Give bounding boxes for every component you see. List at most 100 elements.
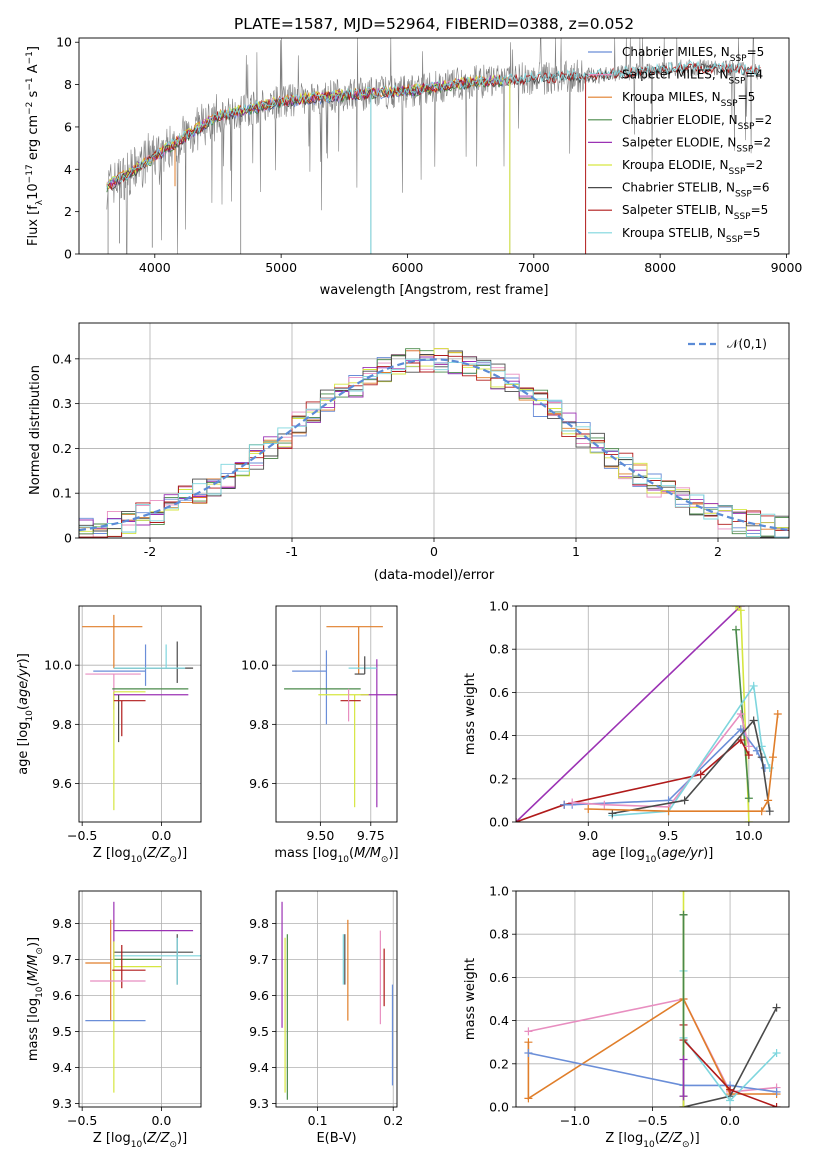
weight-marker xyxy=(696,770,705,779)
legend-entry: Kroupa MILES, NSSP=5 xyxy=(622,90,755,109)
weights_vs_age-ytick-label: 0.2 xyxy=(489,771,509,786)
spectrum-xtick-label: 7000 xyxy=(518,260,550,275)
spectrum-plot-area xyxy=(106,38,762,254)
weights_vs_age-plot-area xyxy=(516,606,782,822)
weight-marker xyxy=(608,809,617,818)
mass_vs_ebv-plot-area xyxy=(281,901,394,1100)
legend-entry: Kroupa ELODIE, NSSP=2 xyxy=(622,158,763,177)
weight-marker xyxy=(524,1094,533,1103)
weight-marker xyxy=(772,1103,781,1107)
legend-entry: Salpeter MILES, NSSP=4 xyxy=(622,68,763,87)
legend-entry: Chabrier MILES, NSSP=5 xyxy=(622,45,764,64)
weights_vs_age-ytick-label: 1.0 xyxy=(489,599,509,614)
spectrum-ytick-label: 8 xyxy=(64,77,72,92)
mass_vs_Z-ylabel: mass [log10(M/M⊙)] xyxy=(26,937,45,1061)
weights_vs_age-ytick-label: 0.4 xyxy=(489,728,509,743)
weight-marker xyxy=(732,625,741,634)
weights_vs_Z-axes: −1.0 −0.5 0.0 0.0 0.2 0.4 0.6 0.8 1.0 Z [log10(Z/… xyxy=(463,884,790,1150)
weights_vs_Z-ytick-label: 1.0 xyxy=(489,884,509,899)
residuals-xtick-label: 1 xyxy=(572,544,580,559)
mass_vs_ebv-ytick-label: 9.3 xyxy=(249,1096,269,1111)
spectrum-xtick-label: 4000 xyxy=(139,260,171,275)
spectrum-xtick-label: 8000 xyxy=(644,260,676,275)
age_vs_mass-frame xyxy=(275,605,398,823)
weights_vs_Z-plot-area xyxy=(524,891,781,1107)
weight-marker xyxy=(736,710,745,718)
weights_vs_Z-frame xyxy=(515,890,790,1108)
age_vs_Z-xtick-label: −0.5 xyxy=(67,828,97,843)
mass_vs_ebv-axes: 0.1 0.2 9.3 9.4 9.5 9.6 9.7 9.8 E(B-V) xyxy=(249,890,403,1146)
mass_vs_Z-xlabel: Z [log10(Z/Z⊙)] xyxy=(93,1131,187,1150)
residuals-ytick-label: 0 xyxy=(64,531,72,546)
weights_vs_Z-ytick-label: 0.4 xyxy=(489,1013,509,1028)
weight-marker xyxy=(736,735,745,744)
mass_vs_Z-ytick-label: 9.8 xyxy=(52,916,72,931)
weight-marker xyxy=(524,1027,533,1036)
weight-marker xyxy=(736,725,745,734)
mass_vs_Z-xtick-label: 0.0 xyxy=(151,1113,171,1128)
weight-series-line xyxy=(588,713,779,812)
residuals-ytick-label: 0.4 xyxy=(52,351,72,366)
weights_vs_age-xtick-label: 9.0 xyxy=(578,828,598,843)
figure-title: PLATE=1587, MJD=52964, FIBERID=0388, z=0… xyxy=(234,15,634,33)
mass_vs_ebv-ytick-label: 9.8 xyxy=(249,916,269,931)
residuals-frame xyxy=(78,322,790,539)
weight-series-line xyxy=(528,1052,777,1093)
spectrum-xtick-label: 9000 xyxy=(771,260,803,275)
spectrum-frame xyxy=(78,37,790,255)
weight-series-line xyxy=(516,606,742,822)
weight-marker xyxy=(679,1055,688,1064)
weight-marker xyxy=(679,1103,688,1107)
weights_vs_Z-xtick-label: 0.0 xyxy=(720,1113,740,1128)
weight-marker xyxy=(732,606,741,610)
model-spectrum xyxy=(106,63,761,190)
weights_vs_Z-ylabel: mass weight xyxy=(463,958,478,1040)
mass_vs_Z-ytick-label: 9.3 xyxy=(52,1096,72,1111)
spectrum-ytick-label: 10 xyxy=(56,35,72,50)
weights_vs_Z-ytick-label: 0.8 xyxy=(489,927,509,942)
residuals-axes: -2 -1 0 1 2 0 0.1 0.2 0.3 0.4 𝒩(0,1) (data-model)/e… xyxy=(28,322,790,583)
residuals-plot-area xyxy=(79,347,789,538)
mass_vs_ebv-ytick-label: 9.5 xyxy=(249,1024,269,1039)
age_vs_Z-ylabel: age [log10(age/yr)] xyxy=(16,653,35,775)
age_vs_mass-xtick-label: 9.50 xyxy=(306,828,334,843)
weights_vs_Z-ytick-label: 0.2 xyxy=(489,1056,509,1071)
residual-histogram xyxy=(79,358,789,538)
weight-marker xyxy=(744,794,753,803)
weights_vs_age-xtick-label: 10.0 xyxy=(735,828,763,843)
weights_vs_age-xtick-label: 9.5 xyxy=(659,828,679,843)
residuals-ylabel: Normed distribution xyxy=(28,365,43,495)
residuals-xlabel: (data-model)/error xyxy=(374,568,495,583)
mass_vs_ebv-ytick-label: 9.4 xyxy=(249,1060,269,1075)
weights_vs_age-xlabel: age [log10(age/yr)] xyxy=(592,846,714,865)
age_vs_Z-xtick-label: 0.0 xyxy=(151,828,171,843)
legend-entry: Salpeter ELODIE, NSSP=2 xyxy=(622,135,771,154)
weight-marker xyxy=(772,1087,781,1096)
mass_vs_ebv-grid xyxy=(276,891,397,1107)
age_vs_Z-xlabel: Z [log10(Z/Z⊙)] xyxy=(93,846,187,865)
spectrum-ytick-label: 2 xyxy=(64,204,72,219)
weight-marker xyxy=(568,798,577,807)
weight-marker xyxy=(757,753,766,762)
spectrum-ytick-label: 0 xyxy=(64,247,72,262)
age_vs_mass-plot-area xyxy=(284,626,397,808)
weights_vs_age-ytick-label: 0.0 xyxy=(489,815,509,830)
residuals-ytick-label: 0.1 xyxy=(52,486,72,501)
legend-entry: Chabrier STELIB, NSSP=6 xyxy=(622,181,770,200)
residual-histogram xyxy=(79,355,789,538)
weight-marker xyxy=(773,710,782,718)
weight-marker xyxy=(749,716,758,725)
weight-marker xyxy=(664,807,673,816)
legend-entry: Kroupa STELIB, NSSP=5 xyxy=(622,226,760,245)
weight-marker xyxy=(679,910,688,919)
residuals-xtick-label: 2 xyxy=(714,544,722,559)
mass_vs_Z-axes: −0.5 0.0 9.3 9.4 9.5 9.6 9.7 9.8 Z [log10(Z/Z⊙)]… xyxy=(26,890,202,1150)
weight-marker xyxy=(680,796,689,805)
age_vs_mass-axes: 9.50 9.75 9.6 9.8 10.0 mass [log10(M/M⊙)] xyxy=(241,605,399,865)
weight-marker xyxy=(736,606,745,615)
mass_vs_Z-xtick-label: −0.5 xyxy=(67,1113,97,1128)
weight-marker xyxy=(524,1038,533,1047)
spectrum-axes: 4000 5000 6000 7000 8000 9000 0 2 4 6 8 10 wavelengt… xyxy=(25,35,802,298)
weight-marker xyxy=(772,1003,781,1012)
age_vs_Z-plot-area xyxy=(82,614,194,811)
